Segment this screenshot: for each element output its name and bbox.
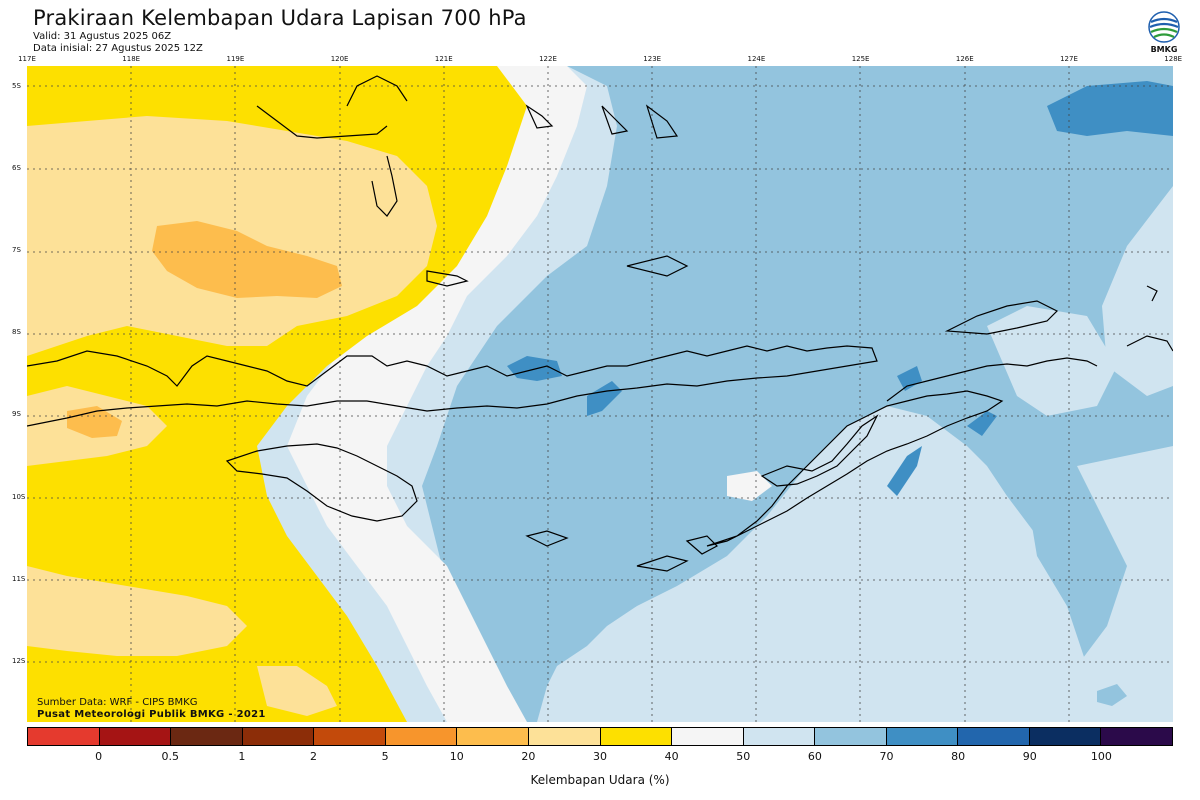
colorbar-swatch <box>171 728 243 745</box>
longitude-label: 122E <box>539 55 557 63</box>
colorbar <box>27 727 1173 746</box>
humidity-map <box>26 66 1174 722</box>
longitude-label: 125E <box>851 55 870 63</box>
colorbar-swatch <box>886 728 959 745</box>
latitude-label: 10S <box>12 492 26 501</box>
colorbar-tick-label: 100 <box>1090 750 1112 763</box>
colorbar-tick-label: 50 <box>736 750 751 763</box>
colorbar-swatch <box>314 728 386 745</box>
colorbar-swatch <box>743 728 816 745</box>
humidity-field-10-20 <box>152 221 342 298</box>
humidity-field-80-90 <box>897 366 922 391</box>
humidity-field-20-30 <box>27 566 247 656</box>
data-source-note: Sumber Data: WRF - CIPS BMKG <box>37 697 198 708</box>
longitude-label: 124E <box>747 55 766 63</box>
latitude-label: 5S <box>12 82 21 90</box>
colorbar-swatch <box>600 728 673 745</box>
humidity-field-40-50 <box>727 471 772 501</box>
colorbar-swatch <box>958 728 1030 745</box>
initial-time: Data inisial: 27 Agustus 2025 12Z <box>33 43 203 54</box>
latitude-label: 6S <box>12 164 21 173</box>
colorbar-swatch <box>1101 728 1172 745</box>
publisher-note: Pusat Meteorologi Publik BMKG - 2021 <box>37 709 266 720</box>
humidity-field-80-90 <box>587 381 622 416</box>
humidity-field-80-90 <box>1097 684 1127 706</box>
longitude-label: 117E <box>18 55 36 63</box>
colorbar-swatch <box>457 728 529 745</box>
colorbar-tick-label: 70 <box>879 750 894 763</box>
colorbar-swatch <box>385 728 458 745</box>
humidity-field-80-90 <box>1047 81 1173 136</box>
latitude-label: 8S <box>12 328 21 337</box>
humidity-field-60-70 <box>987 306 1117 416</box>
longitude-label: 118E <box>122 55 141 63</box>
humidity-field-70-80 <box>422 66 1173 722</box>
longitude-label: 128E <box>1164 55 1183 63</box>
longitude-label: 127E <box>1060 55 1078 63</box>
humidity-field-60-70 <box>1077 446 1173 722</box>
colorbar-swatch <box>1029 728 1102 745</box>
longitude-label: 123E <box>643 55 662 63</box>
colorbar-label: Kelembapan Udara (%) <box>530 773 670 787</box>
valid-time: Valid: 31 Agustus 2025 06Z <box>33 31 172 42</box>
colorbar-swatch <box>672 728 744 745</box>
colorbar-swatch <box>242 728 315 745</box>
colorbar-tick-label: 20 <box>521 750 536 763</box>
colorbar-tick-label: 30 <box>593 750 607 763</box>
latitude-label: 12S <box>12 656 26 665</box>
colorbar-tick-label: 10 <box>449 750 464 763</box>
latitude-label: 9S <box>12 410 21 419</box>
colorbar-tick-label: 60 <box>807 750 822 763</box>
colorbar-tick-label: 5 <box>381 750 389 763</box>
colorbar-tick-label: 40 <box>664 750 679 763</box>
longitude-label: 121E <box>434 55 453 63</box>
colorbar-tick-label: 90 <box>1022 750 1037 763</box>
humidity-field-80-90 <box>967 411 997 436</box>
humidity-field-40-50 <box>267 66 587 722</box>
colorbar-swatch <box>99 728 172 745</box>
map-title: Prakiraan Kelembapan Udara Lapisan 700 h… <box>33 6 527 30</box>
humidity-field-80-90 <box>507 356 562 381</box>
colorbar-tick-label: 0 <box>95 750 103 763</box>
colorbar-tick-label: 80 <box>951 750 966 763</box>
humidity-field-80-90 <box>887 446 922 496</box>
latitude-label: 11S <box>12 574 26 583</box>
colorbar-tick-label: 2 <box>310 750 317 763</box>
colorbar-swatch <box>815 728 887 745</box>
humidity-field-20-30 <box>257 666 337 716</box>
bmkg-logo-icon <box>1148 11 1180 43</box>
logo-text: BMKG <box>1150 45 1178 54</box>
longitude-label: 126E <box>955 55 974 63</box>
longitude-label: 119E <box>226 55 245 63</box>
colorbar-tick-label: 0.5 <box>161 750 180 763</box>
colorbar-swatch <box>28 728 100 745</box>
colorbar-swatch <box>528 728 601 745</box>
humidity-field-10-20 <box>67 406 122 438</box>
longitude-label: 120E <box>330 55 349 63</box>
latitude-label: 7S <box>12 246 21 255</box>
colorbar-tick-label: 1 <box>238 750 246 763</box>
coastlines <box>26 75 1174 572</box>
